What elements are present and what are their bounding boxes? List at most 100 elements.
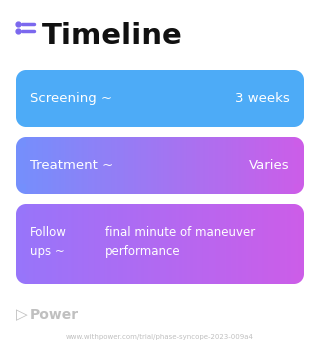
Bar — [15, 184, 26, 195]
Bar — [183, 204, 185, 284]
Text: Treatment ~: Treatment ~ — [30, 159, 113, 172]
Bar — [117, 70, 119, 127]
Bar — [95, 70, 97, 127]
Bar — [241, 137, 243, 194]
Bar — [272, 70, 274, 127]
Bar — [25, 204, 27, 284]
Bar — [288, 70, 290, 127]
Bar — [218, 204, 220, 284]
Bar — [138, 70, 140, 127]
Wedge shape — [16, 117, 26, 127]
Bar — [51, 137, 52, 194]
Bar — [213, 137, 215, 194]
Bar — [133, 204, 135, 284]
Bar — [69, 204, 71, 284]
Bar — [193, 137, 195, 194]
Bar — [26, 70, 28, 127]
Bar — [146, 70, 148, 127]
Bar — [84, 204, 86, 284]
Bar — [287, 137, 289, 194]
Bar — [160, 137, 162, 194]
Bar — [203, 204, 205, 284]
Bar — [230, 137, 233, 194]
Bar — [275, 137, 277, 194]
Bar — [177, 137, 179, 194]
Bar — [128, 70, 130, 127]
Bar — [238, 137, 240, 194]
Bar — [15, 117, 26, 128]
Bar — [184, 137, 187, 194]
Bar — [109, 70, 112, 127]
Bar — [225, 204, 227, 284]
Bar — [65, 70, 67, 127]
Bar — [59, 70, 61, 127]
Bar — [236, 204, 238, 284]
Bar — [49, 137, 51, 194]
Bar — [163, 137, 165, 194]
Bar — [291, 70, 293, 127]
Bar — [23, 137, 25, 194]
Bar — [42, 204, 44, 284]
Bar — [157, 204, 159, 284]
Bar — [275, 70, 277, 127]
Bar — [146, 204, 148, 284]
Bar — [229, 204, 231, 284]
Bar — [74, 137, 76, 194]
Bar — [150, 70, 152, 127]
Bar — [59, 137, 61, 194]
Bar — [300, 137, 302, 194]
Bar — [166, 70, 168, 127]
Bar — [188, 137, 189, 194]
Bar — [32, 137, 34, 194]
Bar — [226, 70, 228, 127]
Bar — [229, 137, 231, 194]
Bar — [183, 70, 185, 127]
Bar — [235, 204, 237, 284]
Bar — [147, 204, 149, 284]
Bar — [271, 204, 273, 284]
Bar — [82, 204, 84, 284]
Bar — [223, 204, 225, 284]
Bar — [223, 70, 225, 127]
Bar — [294, 137, 296, 194]
Bar — [195, 137, 196, 194]
Bar — [257, 204, 259, 284]
Bar — [208, 204, 210, 284]
Bar — [98, 70, 100, 127]
Bar — [146, 137, 148, 194]
Bar — [199, 137, 201, 194]
Bar — [33, 204, 35, 284]
Bar — [163, 70, 165, 127]
Wedge shape — [16, 70, 26, 80]
Bar — [18, 204, 20, 284]
Bar — [287, 70, 289, 127]
Bar — [182, 70, 184, 127]
Bar — [134, 204, 136, 284]
Bar — [20, 204, 22, 284]
Bar — [219, 137, 221, 194]
Bar — [298, 70, 300, 127]
Bar — [162, 137, 164, 194]
Bar — [298, 137, 300, 194]
Bar — [130, 204, 132, 284]
Bar — [105, 137, 107, 194]
Bar — [90, 137, 92, 194]
Bar — [98, 204, 100, 284]
Bar — [267, 137, 268, 194]
Bar — [20, 70, 22, 127]
Bar — [261, 137, 263, 194]
Bar — [61, 70, 63, 127]
Bar — [133, 137, 135, 194]
Bar — [199, 204, 201, 284]
Bar — [241, 70, 243, 127]
Bar — [56, 204, 58, 284]
Bar — [170, 204, 172, 284]
Bar — [283, 70, 284, 127]
Bar — [276, 137, 279, 194]
Bar — [137, 204, 139, 284]
Bar — [113, 137, 115, 194]
Bar — [252, 137, 254, 194]
Bar — [267, 70, 268, 127]
Bar — [172, 204, 173, 284]
Bar — [260, 204, 261, 284]
